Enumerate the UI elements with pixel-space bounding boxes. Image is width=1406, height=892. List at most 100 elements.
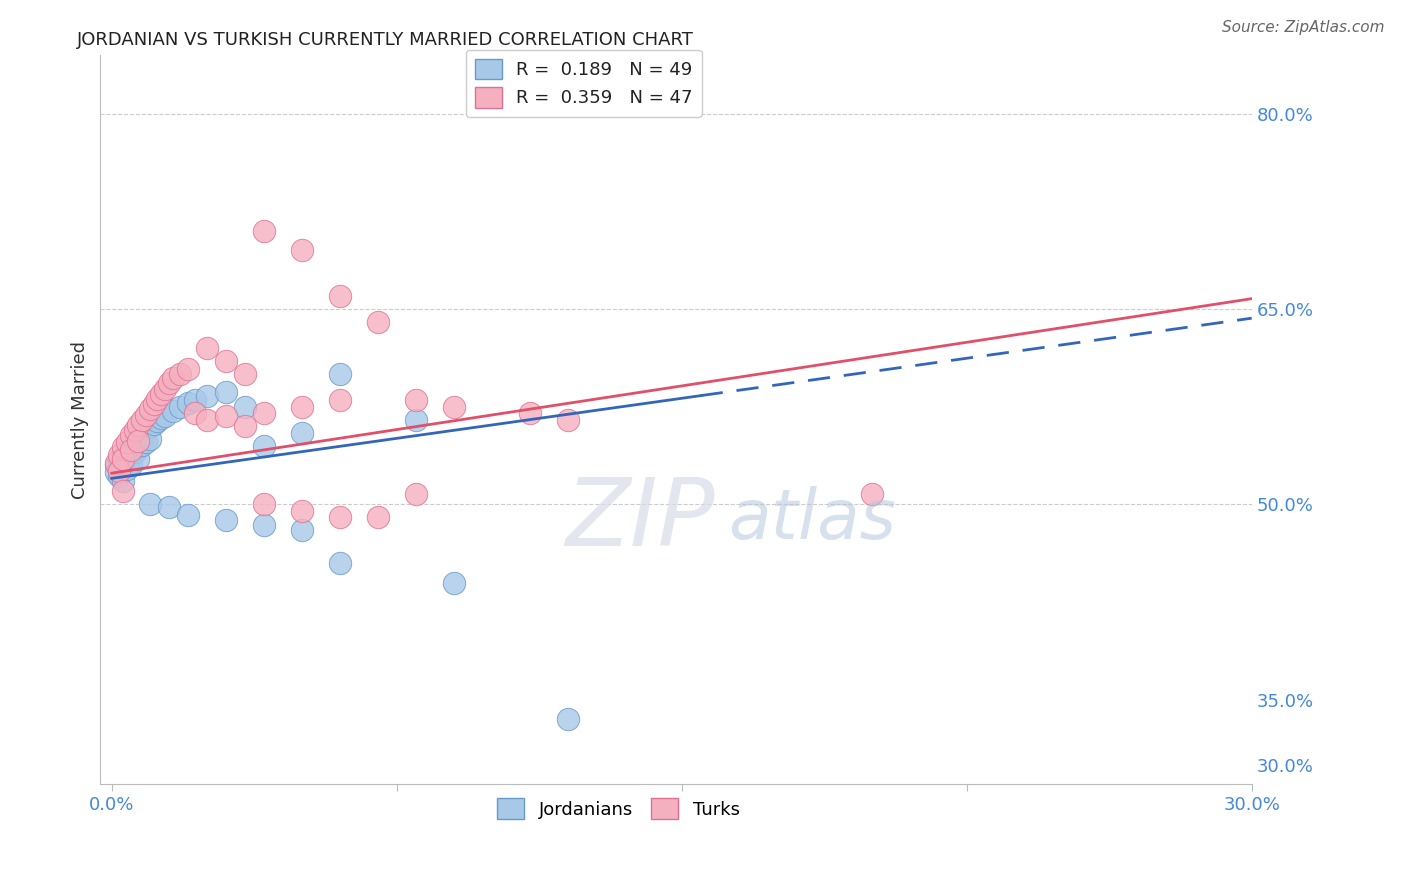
Point [233, 419, 256, 434]
Point [150, 411, 173, 425]
Point [291, 504, 314, 518]
Point [127, 430, 149, 444]
Point [169, 368, 191, 382]
Point [146, 414, 169, 428]
Point [405, 487, 427, 501]
Point [139, 498, 162, 512]
Point [120, 458, 142, 473]
Text: atlas: atlas [728, 485, 896, 553]
Point [233, 368, 256, 382]
Point [108, 468, 131, 483]
Point [112, 456, 135, 470]
Point [142, 397, 165, 411]
Point [329, 289, 352, 303]
Text: Source: ZipAtlas.com: Source: ZipAtlas.com [1222, 20, 1385, 35]
Point [860, 487, 883, 501]
Point [519, 406, 541, 420]
Point [115, 462, 138, 476]
Point [253, 439, 276, 453]
Point [367, 315, 389, 329]
Point [120, 442, 142, 457]
Point [215, 409, 238, 423]
Point [405, 393, 427, 408]
Text: JORDANIAN VS TURKISH CURRENTLY MARRIED CORRELATION CHART: JORDANIAN VS TURKISH CURRENTLY MARRIED C… [77, 31, 695, 49]
Point [215, 354, 238, 368]
Point [162, 403, 184, 417]
Point [131, 437, 153, 451]
Point [139, 402, 162, 417]
Point [142, 417, 165, 431]
Point [112, 474, 135, 488]
Point [127, 451, 149, 466]
Point [139, 433, 162, 447]
Point [177, 508, 200, 522]
Point [120, 428, 142, 442]
Point [557, 712, 579, 726]
Point [367, 510, 389, 524]
Point [162, 371, 184, 385]
Point [153, 382, 176, 396]
Point [104, 465, 127, 479]
Point [169, 400, 191, 414]
Point [108, 464, 131, 478]
Point [253, 518, 276, 533]
Point [195, 341, 218, 355]
Point [253, 224, 276, 238]
Point [139, 419, 162, 434]
Point [120, 439, 142, 453]
Point [135, 408, 157, 422]
Point [131, 413, 153, 427]
Point [124, 445, 146, 459]
Text: ZIP: ZIP [565, 474, 714, 565]
Point [112, 451, 135, 466]
Point [329, 556, 352, 570]
Point [127, 434, 149, 448]
Point [104, 458, 127, 473]
Point [215, 513, 238, 527]
Point [177, 362, 200, 376]
Y-axis label: Currently Married: Currently Married [72, 341, 89, 499]
Point [253, 406, 276, 420]
Point [329, 368, 352, 382]
Point [108, 451, 131, 466]
Point [120, 448, 142, 462]
Point [557, 413, 579, 427]
Point [253, 498, 276, 512]
Point [443, 575, 465, 590]
Point [115, 450, 138, 465]
Point [233, 400, 256, 414]
Point [291, 425, 314, 440]
Point [127, 440, 149, 454]
Point [112, 440, 135, 454]
Point [108, 461, 131, 475]
Point [124, 434, 146, 449]
Point [443, 400, 465, 414]
Point [405, 413, 427, 427]
Point [291, 244, 314, 258]
Point [112, 445, 135, 459]
Point [215, 385, 238, 400]
Point [195, 413, 218, 427]
Point [153, 409, 176, 423]
Point [127, 417, 149, 432]
Point [112, 484, 135, 499]
Point [184, 393, 207, 408]
Point [131, 425, 153, 440]
Point [115, 434, 138, 449]
Point [104, 456, 127, 470]
Point [177, 396, 200, 410]
Point [195, 389, 218, 403]
Point [146, 392, 169, 406]
Point [135, 434, 157, 449]
Point [124, 423, 146, 437]
Point [115, 442, 138, 457]
Point [291, 400, 314, 414]
Point [291, 524, 314, 538]
Point [329, 393, 352, 408]
Point [329, 510, 352, 524]
Point [157, 500, 180, 514]
Point [150, 386, 173, 401]
Point [184, 406, 207, 420]
Point [108, 448, 131, 462]
Point [157, 376, 180, 391]
